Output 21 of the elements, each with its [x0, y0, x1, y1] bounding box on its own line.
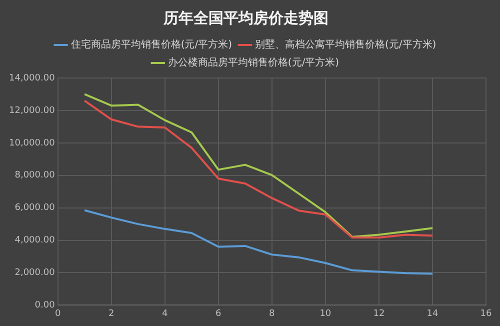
y-tick-label: 2,000.00: [14, 268, 56, 278]
x-tick-label: 4: [162, 308, 168, 319]
x-tick-label: 12: [373, 308, 385, 319]
x-tick-label: 14: [426, 308, 438, 319]
x-tick-label: 10: [320, 308, 332, 319]
x-tick-label: 6: [216, 308, 222, 319]
legend-label: 住宅商品房平均销售价格(元/平方米): [70, 38, 232, 51]
y-tick-label: 10,000.00: [8, 138, 56, 148]
x-tick-label: 2: [108, 308, 114, 319]
legend-label: 别墅、高档公寓平均销售价格(元/平方米): [255, 38, 436, 51]
y-tick-label: 12,000.00: [8, 106, 56, 116]
x-tick-label: 0: [54, 308, 61, 319]
x-tick-label: 16: [480, 308, 492, 319]
y-tick-label: 6,000.00: [14, 203, 56, 214]
y-tick-label: 14,000.00: [8, 73, 56, 84]
y-tick-label: 0.00: [34, 300, 56, 311]
legend-label: 办公楼商品房平均销售价格(元/平方米): [168, 56, 340, 69]
x-tick-label: 8: [269, 308, 276, 319]
y-tick-label: 8,000.00: [14, 170, 56, 181]
y-tick-label: 4,000.00: [14, 236, 56, 246]
chart-title: 历年全国平均房价走势图: [162, 8, 328, 27]
